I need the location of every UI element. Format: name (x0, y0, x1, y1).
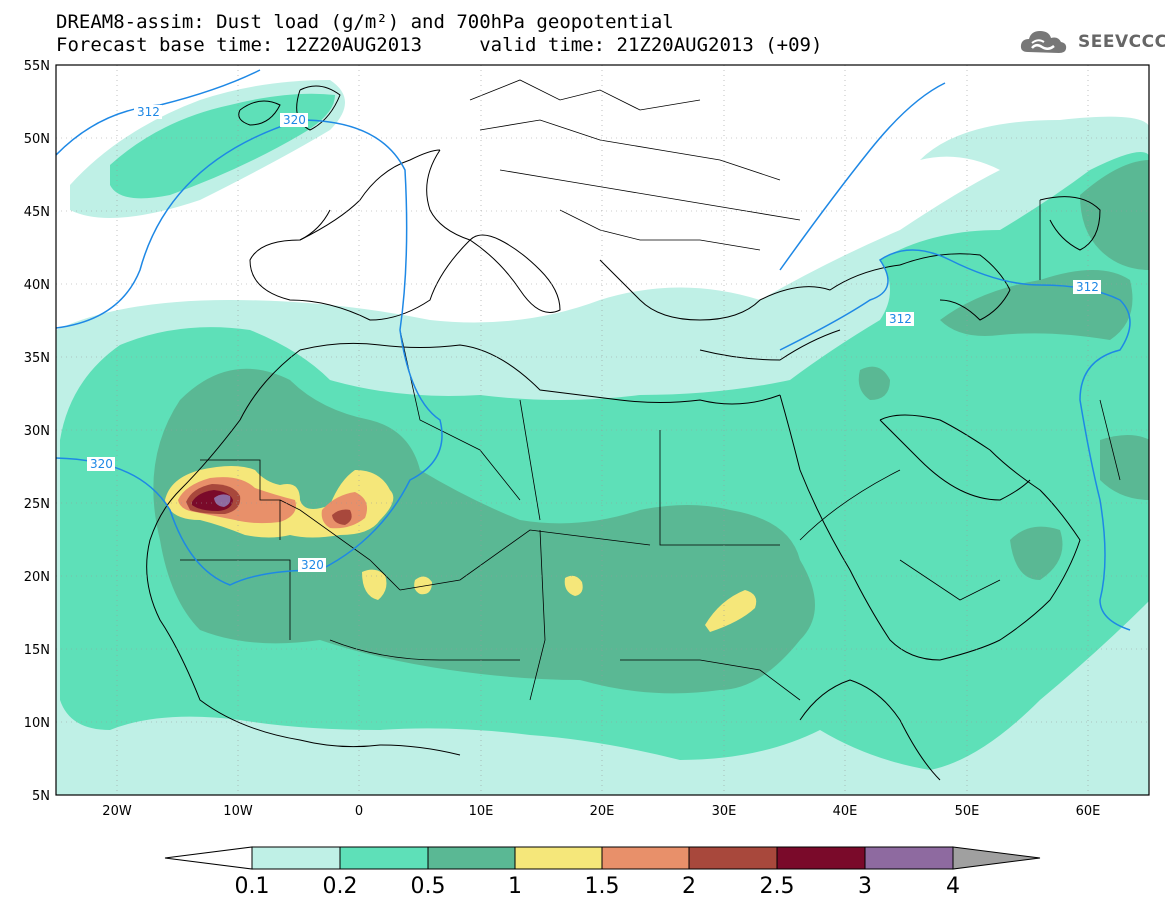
map-frame (55, 64, 1150, 796)
contour-label-320-c: 320 (301, 558, 324, 572)
colorbar-label-1: 1 (508, 874, 522, 899)
lat-label-25n: 25N (24, 497, 50, 512)
colorbar-box-1 (251, 846, 341, 870)
colorbar-label-0-5: 0.5 (411, 874, 446, 899)
colorbar-box-7 (776, 846, 866, 870)
colorbar-label-2-5: 2.5 (760, 874, 795, 899)
coastlines (146, 85, 1101, 781)
colorbar-label-3: 3 (858, 874, 872, 899)
lon-label-0: 0 (355, 804, 363, 819)
contour-label-312-b: 312 (889, 312, 912, 326)
lat-label-40n: 40N (24, 278, 50, 293)
lon-label-10w: 10W (223, 804, 253, 819)
contour-label-312-c: 312 (1076, 280, 1099, 294)
colorbar-box-3 (427, 846, 516, 870)
country-borders (180, 79, 1121, 701)
lat-label-35n: 35N (24, 351, 50, 366)
lon-label-30e: 30E (712, 804, 737, 819)
dust-level-8 (214, 494, 231, 507)
contour-label-320-b: 320 (90, 457, 113, 471)
lon-label-60e: 60E (1076, 804, 1101, 819)
colorbar-label-0-2: 0.2 (323, 874, 358, 899)
lon-label-40e: 40E (833, 804, 858, 819)
lon-axis: 20W 10W 0 10E 20E 30E 40E 50E 60E (102, 804, 1100, 819)
colorbar-box-8 (864, 846, 954, 870)
seevccc-logo: SEEVCCC (1018, 26, 1165, 60)
lat-label-5n: 5N (32, 789, 50, 804)
lat-axis: 55N 50N 45N 40N 35N 30N 25N 20N 15N 10N … (24, 59, 50, 804)
lon-label-20e: 20E (590, 804, 615, 819)
lon-label-20w: 20W (102, 804, 132, 819)
colorbar-box-5 (601, 846, 690, 870)
colorbar-label-4: 4 (946, 874, 960, 899)
colorbar-box-6 (688, 846, 778, 870)
colorbar-label-2: 2 (682, 874, 696, 899)
colorbar-upper-arrow (952, 846, 1041, 870)
geopotential-labels: 312 320 320 320 312 312 (87, 105, 1101, 572)
colorbar-label-1-5: 1.5 (585, 874, 620, 899)
lat-label-30n: 30N (24, 424, 50, 439)
lon-label-10e: 10E (469, 804, 494, 819)
lat-label-15n: 15N (24, 643, 50, 658)
cloud-icon (1020, 31, 1067, 53)
map-canvas: 312 320 320 320 312 312 (56, 65, 1149, 795)
contour-label-320-a: 320 (283, 113, 306, 127)
lat-label-20n: 20N (24, 570, 50, 585)
colorbar-box-2 (339, 846, 429, 870)
lat-label-45n: 45N (24, 205, 50, 220)
colorbar: 0.1 0.2 0.5 1 1.5 2 2.5 3 4 (164, 846, 1041, 899)
lon-label-50e: 50E (955, 804, 980, 819)
contour-label-312-a: 312 (137, 105, 160, 119)
colorbar-box-4 (514, 846, 603, 870)
colorbar-label-0-1: 0.1 (235, 874, 270, 899)
map-title-line1: DREAM8-assim: Dust load (g/m²) and 700hP… (56, 11, 674, 33)
map-title-line2: Forecast base time: 12Z20AUG2013 valid t… (56, 34, 823, 56)
graticule (56, 65, 1149, 795)
logo-text: SEEVCCC (1078, 32, 1165, 52)
lat-label-50n: 50N (24, 132, 50, 147)
lat-label-55n: 55N (24, 59, 50, 74)
lat-label-10n: 10N (24, 716, 50, 731)
colorbar-lower-arrow (164, 846, 253, 870)
